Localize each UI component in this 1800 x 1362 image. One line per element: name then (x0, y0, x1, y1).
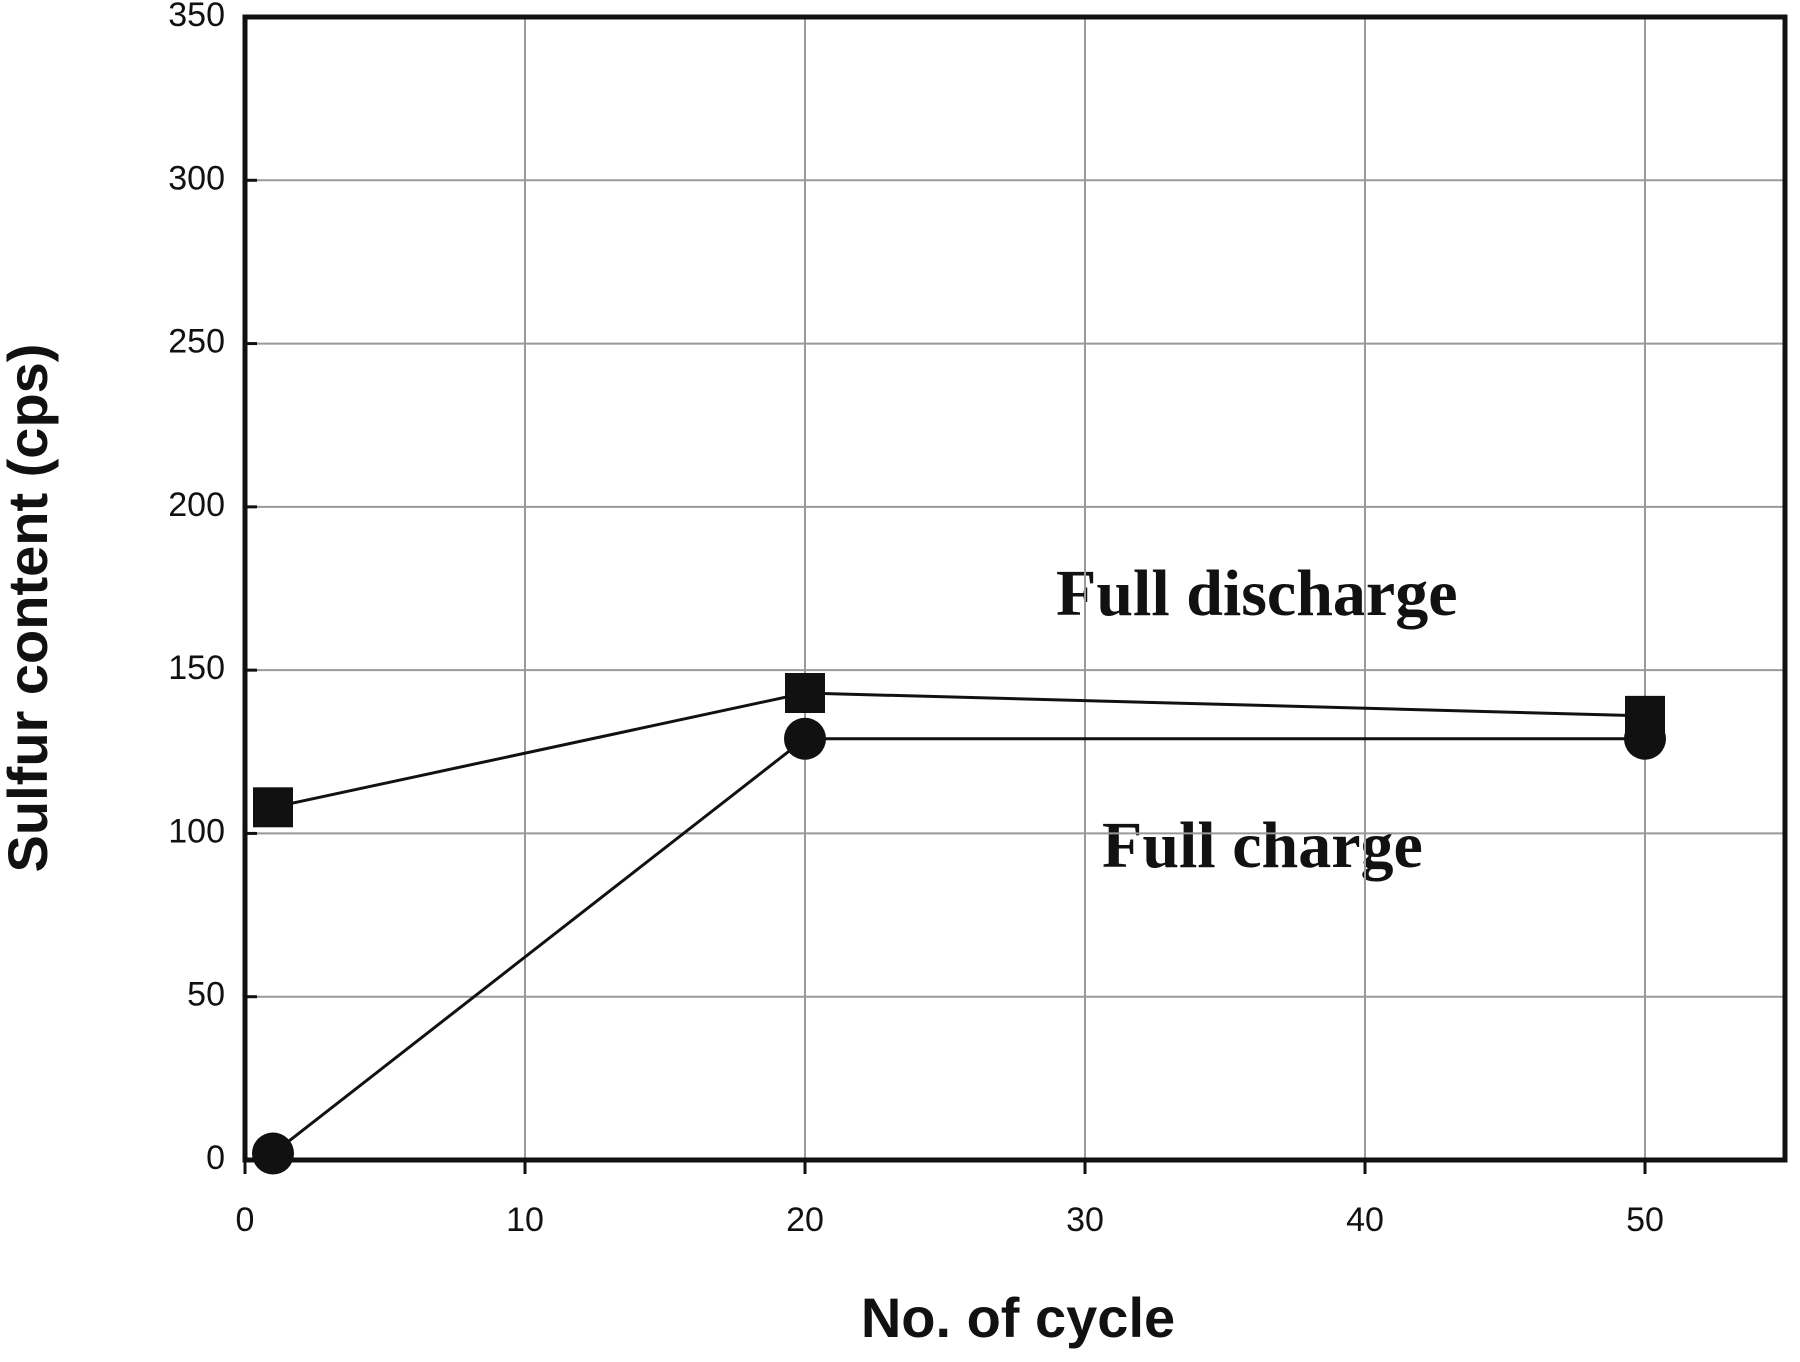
x-tick-label: 30 (1066, 1201, 1104, 1239)
marker (1624, 717, 1666, 760)
plot-frame (242, 14, 1788, 1163)
series-label: Full charge (1102, 809, 1423, 882)
y-tick-label: 300 (168, 159, 225, 197)
x-tick-label: 0 (236, 1201, 255, 1239)
series-label: Full discharge (1056, 557, 1458, 630)
series-line (272, 691, 1646, 809)
x-axis-title: No. of cycle (861, 1286, 1175, 1349)
y-tick-label: 250 (168, 323, 225, 361)
y-tick-label: 350 (168, 0, 225, 34)
x-tick-label: 40 (1346, 1201, 1384, 1239)
x-tick-label: 20 (786, 1201, 824, 1239)
marker (252, 1132, 294, 1175)
x-tick-label: 10 (506, 1201, 544, 1239)
y-tick-label: 200 (168, 486, 225, 524)
marker (253, 787, 293, 828)
y-tick-label: 150 (168, 649, 225, 687)
marker (785, 673, 825, 714)
y-tick-label: 100 (168, 812, 225, 850)
y-tick-label: 50 (187, 976, 225, 1014)
x-tick-label: 50 (1626, 1201, 1664, 1239)
series-line (272, 737, 1645, 1155)
y-tick-label: 0 (206, 1139, 225, 1177)
marker (784, 717, 826, 760)
y-axis-title: Sulfur content (cps) (0, 344, 59, 873)
